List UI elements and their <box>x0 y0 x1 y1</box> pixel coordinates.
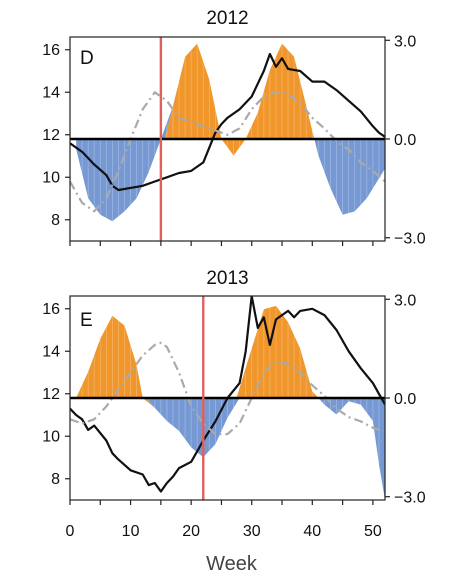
right-tick-label: 3.0 <box>394 33 416 50</box>
panel-label: D <box>80 48 94 69</box>
dashdot-series-line <box>70 341 385 436</box>
left-tick-label: 12 <box>42 127 60 144</box>
left-tick-label: 14 <box>42 343 60 360</box>
left-tick-label: 10 <box>42 428 60 445</box>
panel-label: E <box>80 310 93 331</box>
left-tick-label: 16 <box>42 301 60 318</box>
x-tick-label: 30 <box>243 523 261 540</box>
chart-panel-e: 8 10 12 14 16 −3.0 0.0 3.0 0 10 20 30 40 50 2013 E Week <box>42 268 425 575</box>
negative-anomaly-area <box>76 106 173 222</box>
x-tick-label: 50 <box>364 523 382 540</box>
positive-anomaly-area <box>236 305 319 398</box>
left-tick-label: 10 <box>42 169 60 186</box>
x-tick-label: 20 <box>182 523 200 540</box>
solid-series-line <box>70 52 385 192</box>
positive-anomaly-area <box>164 43 315 156</box>
x-axis-label: Week <box>206 553 258 575</box>
chart-title: 2013 <box>206 268 248 289</box>
right-tick-label: 3.0 <box>394 292 416 309</box>
dashdot-series-line <box>70 91 385 213</box>
plot-area <box>70 296 385 500</box>
right-tick-label: 0.0 <box>394 132 416 149</box>
left-tick-label: 16 <box>42 42 60 59</box>
negative-anomaly-area <box>314 139 385 215</box>
right-tick-label: −3.0 <box>394 231 426 248</box>
chart-title: 2012 <box>206 8 248 29</box>
negative-anomaly-area <box>318 398 385 500</box>
positive-anomaly-area <box>76 315 155 408</box>
negative-anomaly-area <box>145 348 252 458</box>
x-tick-label: 40 <box>303 523 321 540</box>
chart-panel-d: 8 10 12 14 16 −3.0 0.0 3.0 2012 D <box>42 8 425 248</box>
plot-area <box>70 43 385 222</box>
left-tick-label: 8 <box>51 471 60 488</box>
x-tick-label: 0 <box>66 523 75 540</box>
right-tick-label: 0.0 <box>394 391 416 408</box>
left-tick-label: 12 <box>42 386 60 403</box>
x-tick-label: 10 <box>122 523 140 540</box>
left-tick-label: 8 <box>51 212 60 229</box>
solid-series-line <box>70 296 385 493</box>
left-tick-label: 14 <box>42 84 60 101</box>
right-tick-label: −3.0 <box>394 490 426 507</box>
